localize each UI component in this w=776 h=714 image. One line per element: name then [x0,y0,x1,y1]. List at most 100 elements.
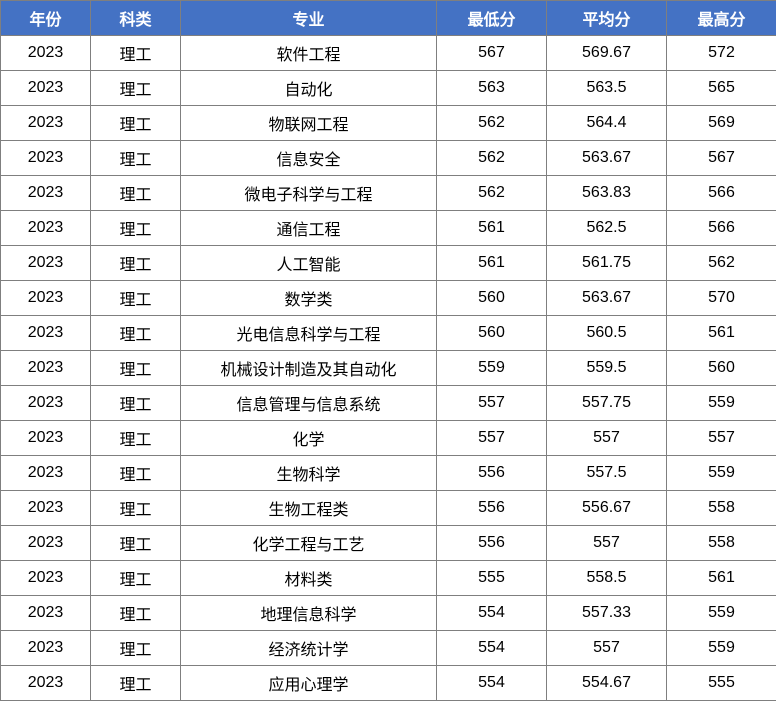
cell-cat: 理工 [91,561,181,596]
cell-max: 562 [667,246,776,281]
cell-cat: 理工 [91,141,181,176]
cell-year: 2023 [1,211,91,246]
table-row: 2023理工机械设计制造及其自动化559559.5560 [1,351,776,386]
cell-avg: 559.5 [547,351,667,386]
cell-min: 557 [437,386,547,421]
table-head: 年份 科类 专业 最低分 平均分 最高分 [1,1,776,36]
cell-avg: 563.5 [547,71,667,106]
cell-year: 2023 [1,316,91,351]
table-row: 2023理工地理信息科学554557.33559 [1,596,776,631]
cell-year: 2023 [1,421,91,456]
cell-cat: 理工 [91,596,181,631]
cell-max: 572 [667,36,776,71]
header-max: 最高分 [667,1,776,36]
header-cat: 科类 [91,1,181,36]
cell-min: 557 [437,421,547,456]
cell-max: 559 [667,386,776,421]
cell-year: 2023 [1,526,91,561]
cell-major: 地理信息科学 [181,596,437,631]
cell-max: 570 [667,281,776,316]
cell-cat: 理工 [91,386,181,421]
cell-max: 565 [667,71,776,106]
cell-avg: 563.67 [547,281,667,316]
table-row: 2023理工自动化563563.5565 [1,71,776,106]
cell-max: 558 [667,491,776,526]
cell-avg: 562.5 [547,211,667,246]
cell-year: 2023 [1,351,91,386]
table-row: 2023理工化学557557557 [1,421,776,456]
cell-cat: 理工 [91,456,181,491]
cell-min: 562 [437,141,547,176]
cell-max: 559 [667,456,776,491]
cell-cat: 理工 [91,631,181,666]
cell-avg: 554.67 [547,666,667,701]
cell-avg: 563.83 [547,176,667,211]
table-row: 2023理工数学类560563.67570 [1,281,776,316]
table-row: 2023理工光电信息科学与工程560560.5561 [1,316,776,351]
cell-avg: 557.5 [547,456,667,491]
header-min: 最低分 [437,1,547,36]
cell-min: 561 [437,246,547,281]
table-row: 2023理工通信工程561562.5566 [1,211,776,246]
cell-min: 554 [437,666,547,701]
cell-cat: 理工 [91,351,181,386]
cell-major: 经济统计学 [181,631,437,666]
cell-max: 567 [667,141,776,176]
score-table: 年份 科类 专业 最低分 平均分 最高分 2023理工软件工程567569.67… [0,0,776,701]
table-body: 2023理工软件工程567569.675722023理工自动化563563.55… [1,36,776,701]
cell-major: 光电信息科学与工程 [181,316,437,351]
cell-max: 559 [667,596,776,631]
cell-year: 2023 [1,596,91,631]
cell-year: 2023 [1,176,91,211]
cell-cat: 理工 [91,526,181,561]
table-row: 2023理工生物科学556557.5559 [1,456,776,491]
cell-avg: 556.67 [547,491,667,526]
cell-year: 2023 [1,246,91,281]
cell-major: 信息安全 [181,141,437,176]
cell-avg: 557 [547,421,667,456]
cell-year: 2023 [1,36,91,71]
cell-avg: 561.75 [547,246,667,281]
cell-year: 2023 [1,631,91,666]
cell-major: 材料类 [181,561,437,596]
cell-cat: 理工 [91,421,181,456]
cell-avg: 569.67 [547,36,667,71]
cell-max: 558 [667,526,776,561]
header-row: 年份 科类 专业 最低分 平均分 最高分 [1,1,776,36]
cell-cat: 理工 [91,71,181,106]
table-row: 2023理工应用心理学554554.67555 [1,666,776,701]
cell-avg: 564.4 [547,106,667,141]
cell-min: 561 [437,211,547,246]
cell-max: 566 [667,176,776,211]
cell-major: 通信工程 [181,211,437,246]
cell-major: 机械设计制造及其自动化 [181,351,437,386]
cell-min: 556 [437,526,547,561]
cell-year: 2023 [1,71,91,106]
cell-min: 554 [437,596,547,631]
table-row: 2023理工微电子科学与工程562563.83566 [1,176,776,211]
table-row: 2023理工信息管理与信息系统557557.75559 [1,386,776,421]
cell-major: 生物工程类 [181,491,437,526]
cell-min: 560 [437,316,547,351]
cell-max: 569 [667,106,776,141]
cell-min: 559 [437,351,547,386]
cell-min: 556 [437,491,547,526]
cell-max: 561 [667,561,776,596]
cell-cat: 理工 [91,176,181,211]
score-table-container: 年份 科类 专业 最低分 平均分 最高分 2023理工软件工程567569.67… [0,0,776,701]
cell-max: 561 [667,316,776,351]
cell-min: 556 [437,456,547,491]
table-row: 2023理工物联网工程562564.4569 [1,106,776,141]
cell-major: 化学 [181,421,437,456]
cell-major: 化学工程与工艺 [181,526,437,561]
cell-major: 自动化 [181,71,437,106]
table-row: 2023理工软件工程567569.67572 [1,36,776,71]
cell-major: 物联网工程 [181,106,437,141]
cell-major: 数学类 [181,281,437,316]
cell-max: 555 [667,666,776,701]
cell-year: 2023 [1,386,91,421]
cell-min: 563 [437,71,547,106]
cell-year: 2023 [1,561,91,596]
header-major: 专业 [181,1,437,36]
table-row: 2023理工化学工程与工艺556557558 [1,526,776,561]
